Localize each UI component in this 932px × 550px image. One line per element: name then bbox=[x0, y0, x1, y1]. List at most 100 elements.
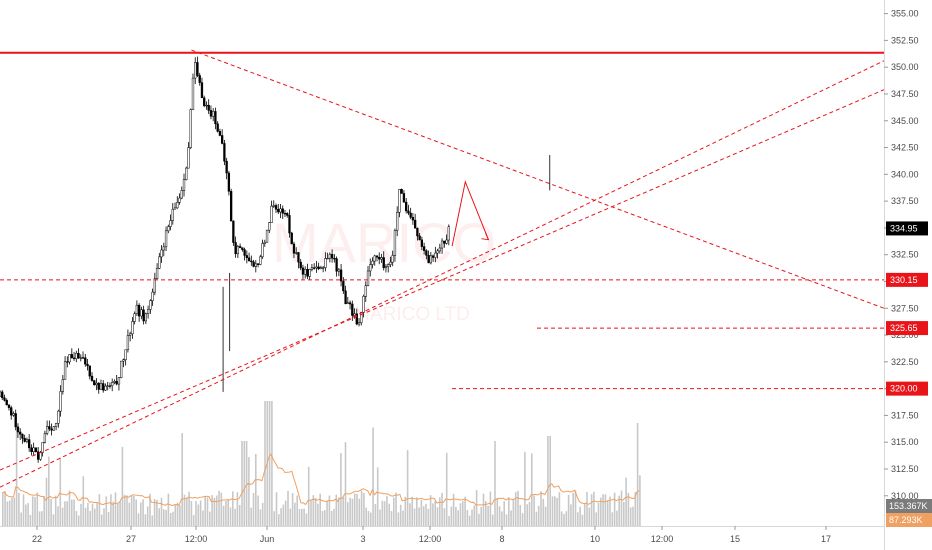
candle-body bbox=[259, 256, 262, 265]
volume-bar bbox=[466, 510, 469, 526]
candle-body bbox=[189, 109, 192, 148]
volume-bar bbox=[572, 492, 574, 526]
volume-bar bbox=[581, 514, 584, 526]
volume-bar bbox=[556, 497, 558, 526]
price-tag bbox=[886, 272, 928, 287]
projection-path[interactable] bbox=[451, 180, 489, 247]
candle-body bbox=[97, 382, 100, 390]
candle-body bbox=[79, 357, 82, 359]
candle-body bbox=[0, 391, 2, 397]
candle-body bbox=[164, 230, 168, 248]
candle-body bbox=[160, 249, 163, 258]
candle-body bbox=[304, 269, 307, 275]
price-tag bbox=[886, 381, 928, 396]
price-axis[interactable]: 355.00 352.50 350.00 347.50 345.00 342.50 340.… bbox=[884, 0, 932, 550]
candle-body bbox=[324, 258, 327, 268]
candle-body bbox=[48, 426, 51, 430]
candle-body bbox=[308, 269, 311, 277]
candle-body bbox=[72, 357, 76, 359]
volume-bar bbox=[464, 496, 466, 526]
candle-body bbox=[180, 190, 183, 199]
volume-bar bbox=[305, 513, 308, 526]
volume-bar bbox=[326, 501, 328, 526]
candle-body bbox=[66, 361, 69, 363]
candle-body bbox=[178, 197, 181, 203]
candle-body bbox=[216, 123, 219, 132]
volume-bar bbox=[84, 507, 87, 526]
volume-bar bbox=[160, 497, 163, 526]
volume-bar bbox=[531, 453, 533, 526]
candle-body bbox=[265, 229, 269, 243]
volume-bar bbox=[167, 493, 170, 526]
volume-bar bbox=[45, 477, 48, 526]
volume-bar bbox=[264, 401, 266, 526]
candle-body bbox=[25, 439, 29, 442]
volume-bar bbox=[188, 491, 190, 526]
volume-bar bbox=[455, 506, 457, 526]
candle-body bbox=[247, 257, 251, 262]
candle-body bbox=[68, 354, 71, 363]
volume-bar bbox=[425, 503, 427, 526]
volume-bar bbox=[363, 492, 365, 526]
candle-body bbox=[63, 361, 67, 380]
volume-bar bbox=[181, 433, 183, 526]
price-tick-label: 350.00 bbox=[891, 62, 919, 72]
volume-bar bbox=[330, 510, 333, 526]
volume-bar bbox=[29, 514, 32, 526]
candle-body bbox=[357, 322, 361, 325]
volume-ma-line bbox=[1, 453, 640, 507]
volume-bar bbox=[153, 499, 156, 526]
volume-bar bbox=[103, 508, 105, 526]
candle-body bbox=[234, 242, 237, 255]
price-tick-label: 315.00 bbox=[891, 437, 919, 447]
time-axis[interactable]: 22 27 12:00 Jun 3 12:00 8 10 12:00 15 17 bbox=[0, 526, 884, 550]
time-tick-label: 22 bbox=[32, 534, 42, 544]
volume-bar bbox=[110, 494, 112, 526]
volume-bar bbox=[485, 501, 487, 526]
candle-body bbox=[375, 255, 379, 258]
volume-bar bbox=[11, 497, 13, 526]
volume-bar bbox=[337, 497, 340, 526]
volume-bar bbox=[422, 506, 425, 526]
price-tick-label: 322.50 bbox=[891, 357, 919, 367]
candle-body bbox=[102, 383, 105, 391]
projection-arrowhead bbox=[481, 232, 490, 241]
volume-bar bbox=[18, 492, 20, 526]
volume-bar bbox=[64, 501, 66, 526]
trendline[interactable] bbox=[0, 60, 885, 488]
candle-body bbox=[299, 261, 302, 269]
candle-body bbox=[286, 213, 289, 216]
candle-body bbox=[191, 77, 195, 110]
candle-body bbox=[39, 452, 42, 460]
volume-bar bbox=[6, 501, 9, 526]
volume-bar bbox=[420, 499, 423, 526]
candle-body bbox=[236, 246, 240, 255]
candle-body bbox=[90, 375, 94, 381]
volume-bar bbox=[204, 496, 206, 526]
volume-bar bbox=[140, 502, 142, 526]
volume-bar bbox=[151, 515, 154, 526]
candle-body bbox=[328, 254, 332, 259]
volume-bar bbox=[609, 496, 611, 526]
volume-bar bbox=[220, 492, 223, 526]
candle-body bbox=[54, 423, 58, 427]
time-tick-label: 3 bbox=[360, 534, 365, 544]
volume-bar bbox=[588, 507, 591, 526]
volume-bar bbox=[146, 506, 149, 526]
candle-body bbox=[151, 291, 154, 301]
trendline[interactable] bbox=[0, 89, 885, 471]
candle-body bbox=[238, 246, 242, 248]
volume-bar bbox=[365, 507, 367, 526]
candle-body bbox=[182, 179, 186, 191]
candle-body bbox=[321, 267, 325, 269]
volume-bar bbox=[413, 508, 416, 526]
volume-bar bbox=[457, 510, 459, 526]
volume-bar bbox=[158, 508, 160, 526]
candle-body bbox=[362, 296, 365, 313]
volume-bar bbox=[98, 494, 101, 526]
volume-bar bbox=[271, 401, 273, 526]
volume-bar bbox=[61, 507, 64, 526]
volume-bar bbox=[94, 508, 96, 526]
